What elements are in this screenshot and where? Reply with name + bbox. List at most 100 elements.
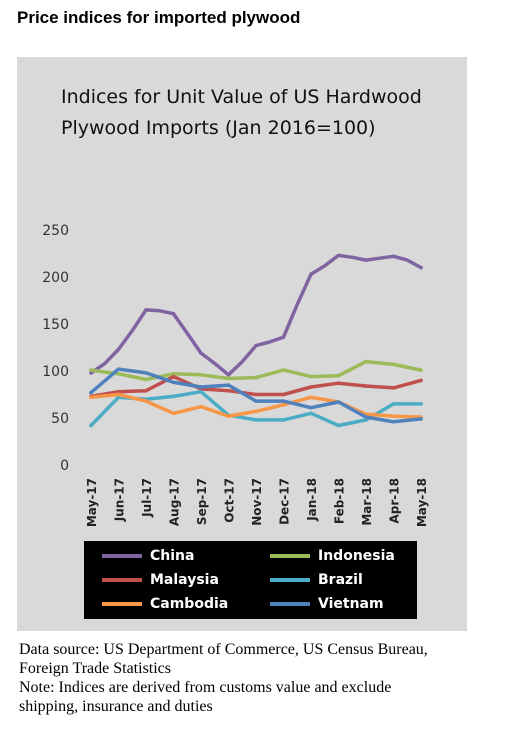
data-point-vietnam [281, 399, 286, 403]
y-tick-label: 150 [42, 317, 69, 333]
data-point-malaysia [171, 374, 176, 379]
data-point-cambodia [254, 409, 258, 414]
x-tick-label: May-18 [415, 478, 429, 527]
x-tick-label: Dec-17 [278, 478, 292, 525]
series-line-china [89, 253, 423, 377]
data-point-china [336, 253, 341, 258]
data-point-indonesia [254, 375, 258, 380]
data-point-cambodia [226, 414, 231, 418]
data-point-vietnam [391, 419, 396, 424]
data-point-indonesia [364, 359, 368, 364]
x-tick-label: Oct-17 [223, 478, 237, 523]
data-point-malaysia [144, 388, 148, 393]
data-point-malaysia [309, 385, 313, 389]
data-point-china [254, 343, 258, 348]
data-point-malaysia [116, 389, 121, 394]
data-point-indonesia [199, 372, 203, 377]
note-line-1: Note: Indices are derived from customs v… [19, 679, 392, 696]
data-point-indonesia [336, 373, 341, 378]
data-point-cambodia [171, 411, 176, 416]
x-tick-label: Jun-17 [113, 478, 127, 522]
data-point-indonesia [89, 368, 93, 372]
data-point-cambodia [89, 395, 93, 400]
data-point-brazil [391, 402, 396, 406]
data-point-vietnam [364, 415, 368, 419]
data-point-vietnam [419, 417, 423, 421]
data-point-vietnam [144, 371, 148, 375]
data-point-indonesia [116, 372, 121, 376]
note-line-2: shipping, insurance and duties [19, 698, 213, 715]
x-tick-label: Mar-18 [360, 478, 374, 526]
data-point-malaysia [254, 392, 258, 397]
legend-swatch-vietnam [270, 602, 310, 606]
data-point-brazil [309, 411, 313, 416]
legend-swatch-brazil [270, 578, 310, 582]
legend-item-china: China [102, 545, 194, 567]
legend-swatch-malaysia [102, 578, 142, 582]
data-point-indonesia [144, 377, 148, 382]
legend-label-china: China [150, 548, 195, 564]
data-point-malaysia [226, 388, 231, 393]
y-tick-label: 50 [51, 411, 69, 427]
data-point-malaysia [336, 381, 341, 386]
x-tick-label: May-17 [85, 478, 99, 527]
data-point-china [419, 265, 423, 270]
data-point-malaysia [364, 384, 368, 388]
chart-panel: Indices for Unit Value of US Hardwood Ply… [17, 57, 467, 631]
x-tick-label: Aug-17 [168, 478, 182, 526]
source-line-2: Foreign Trade Statistics [19, 660, 172, 677]
legend-swatch-china [102, 554, 142, 558]
legend-swatch-indonesia [270, 554, 310, 558]
legend-swatch-cambodia [102, 602, 142, 606]
chart-legend: China Indonesia Malaysia Brazil Cambodia… [84, 541, 417, 619]
data-point-china [144, 308, 148, 312]
page-heading: Price indices for imported plywood [17, 8, 301, 27]
data-point-vietnam [116, 367, 121, 371]
data-point-china [281, 335, 286, 339]
data-point-cambodia [391, 414, 396, 418]
data-point-brazil [419, 402, 423, 406]
data-point-brazil [254, 418, 258, 422]
data-point-cambodia [116, 392, 121, 397]
data-point-malaysia [391, 386, 396, 390]
data-point-vietnam [199, 385, 203, 389]
legend-label-vietnam: Vietnam [318, 596, 384, 612]
data-point-china [391, 254, 396, 259]
x-tick-label: Feb-18 [333, 478, 347, 524]
x-tick-label: Sep-17 [195, 478, 209, 525]
data-point-cambodia [199, 404, 203, 409]
data-point-china [226, 372, 231, 377]
data-point-indonesia [226, 376, 231, 381]
x-tick-label: Jul-17 [140, 478, 154, 518]
data-point-indonesia [309, 374, 313, 379]
chart-notes: Data source: US Department of Commerce, … [19, 640, 519, 716]
legend-item-malaysia: Malaysia [102, 569, 219, 591]
data-point-vietnam [309, 405, 313, 410]
data-point-brazil [199, 389, 203, 394]
legend-label-brazil: Brazil [318, 572, 363, 588]
x-tick-label: Apr-18 [388, 478, 402, 523]
data-point-cambodia [144, 399, 148, 403]
data-point-cambodia [281, 403, 286, 407]
y-tick-label: 250 [42, 223, 69, 239]
y-tick-label: 200 [42, 270, 69, 286]
data-point-china [171, 311, 176, 316]
data-point-brazil [281, 418, 286, 422]
data-point-vietnam [226, 383, 231, 387]
x-tick-label: Jan-18 [305, 478, 319, 522]
data-point-brazil [171, 394, 176, 399]
data-point-indonesia [281, 368, 286, 372]
source-line-1: Data source: US Department of Commerce, … [19, 641, 428, 658]
data-point-indonesia [171, 372, 176, 376]
data-point-indonesia [391, 362, 396, 367]
data-point-brazil [89, 423, 93, 428]
legend-item-vietnam: Vietnam [270, 593, 384, 615]
data-point-cambodia [309, 395, 313, 400]
data-point-china [199, 351, 203, 355]
legend-label-malaysia: Malaysia [150, 572, 219, 588]
data-point-vietnam [89, 390, 93, 395]
data-point-vietnam [336, 400, 341, 404]
legend-item-brazil: Brazil [270, 569, 363, 591]
data-point-china [364, 258, 368, 262]
data-point-malaysia [419, 378, 423, 383]
